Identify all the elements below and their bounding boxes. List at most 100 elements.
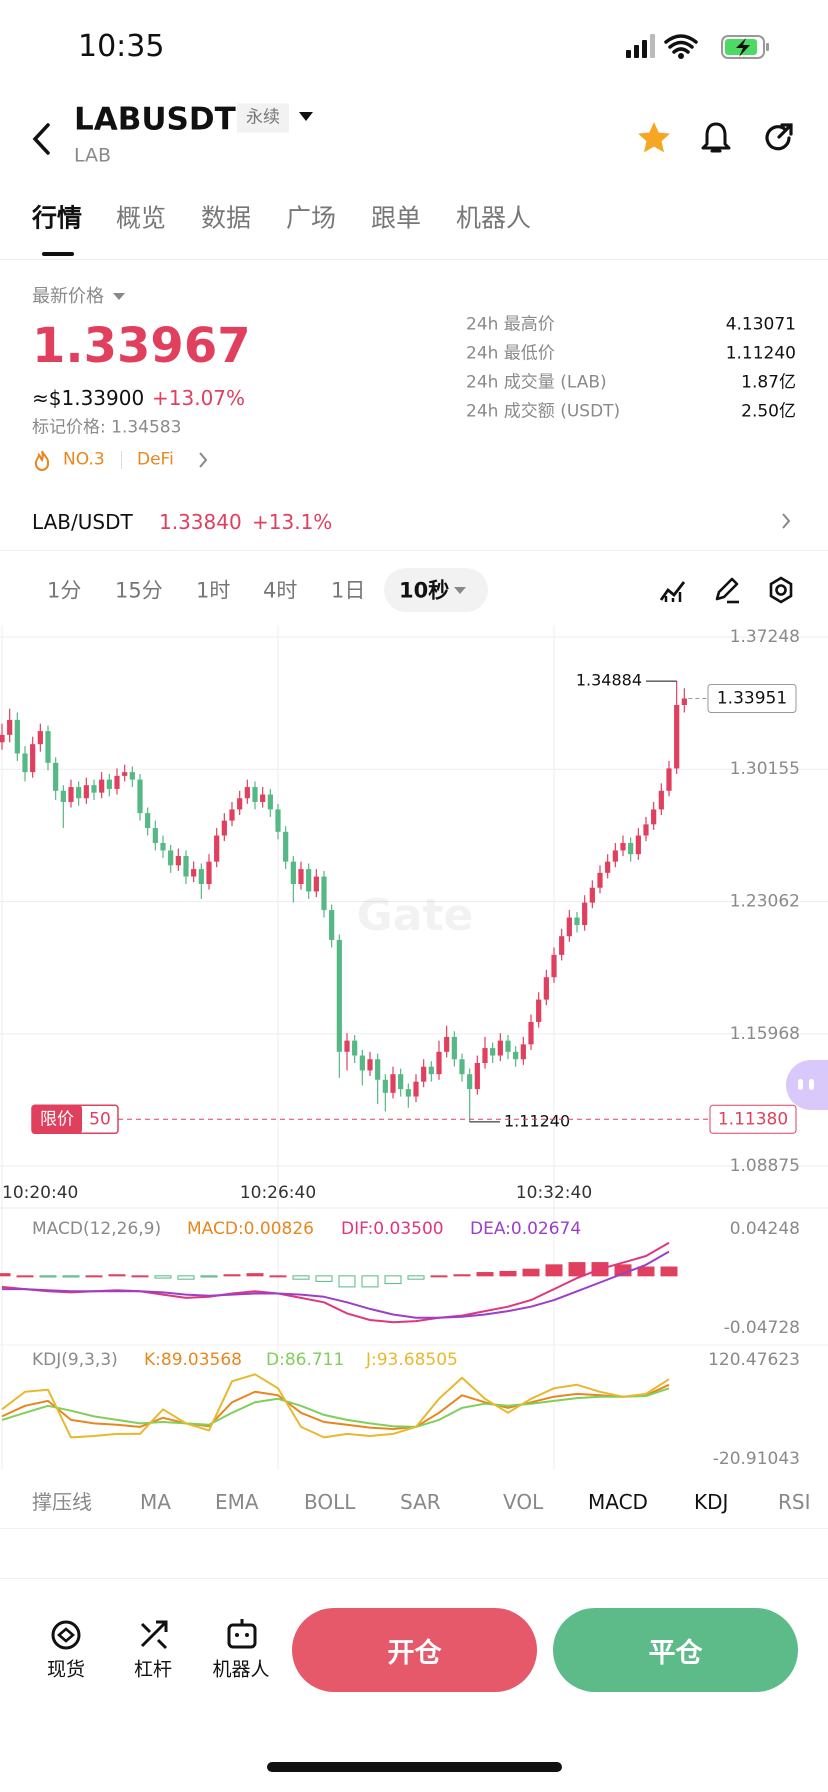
interval[interactable]: 1日 (331, 578, 366, 603)
nav-label[interactable]: 现货 (46, 1658, 86, 1681)
candle-body (505, 1040, 511, 1052)
stat-label: 24h 成交额 (USDT) (466, 401, 621, 422)
candle-body (413, 1081, 419, 1097)
candle-body (459, 1059, 465, 1075)
margin-icon[interactable] (136, 1618, 172, 1652)
price-dropdown[interactable] (113, 292, 125, 302)
candle-body (513, 1051, 519, 1060)
y-tick-label: 120.47623 (708, 1350, 800, 1370)
back-button[interactable] (30, 122, 54, 156)
spot-chevron[interactable] (781, 512, 791, 530)
candle-body (658, 790, 664, 810)
histogram-bar (315, 1275, 333, 1282)
stat-value: 2.50亿 (741, 401, 796, 422)
indicator-tab[interactable]: EMA (215, 1490, 259, 1514)
tab[interactable]: 数据 (201, 203, 252, 233)
price-chart[interactable]: 1.37248 1.30155 1.23062 1.15968 1.08875 10:20… (0, 625, 828, 1485)
tab[interactable]: 跟单 (371, 203, 422, 233)
histogram-bar (246, 1273, 264, 1277)
stat-label: 24h 成交量 (LAB) (466, 372, 607, 393)
chart-settings-icon[interactable] (766, 575, 796, 605)
candle-body (612, 850, 618, 862)
share-button[interactable] (762, 121, 796, 155)
candle-body (620, 842, 626, 851)
histogram-bar (453, 1274, 471, 1277)
candle-body (298, 869, 304, 885)
candle-body (666, 768, 672, 791)
sector-tag[interactable]: DeFi (137, 449, 174, 470)
candle-body (252, 787, 258, 802)
y-tick-label: -0.04728 (724, 1318, 800, 1338)
alert-bell[interactable] (700, 120, 732, 156)
nav-label[interactable]: 机器人 (212, 1658, 270, 1681)
indicator-tab[interactable]: SAR (400, 1490, 441, 1514)
candle-body (68, 787, 74, 802)
interval-dropdown[interactable] (454, 586, 466, 596)
indicator-tab[interactable]: RSI (778, 1490, 811, 1514)
candle-body (436, 1051, 442, 1075)
candle-body (60, 790, 66, 802)
candle-body (137, 779, 143, 814)
indicator-line (2, 1250, 670, 1319)
low-marker-label: 1.11240 (504, 1111, 570, 1130)
candle-body (145, 813, 151, 829)
indicator-icon[interactable] (658, 576, 688, 604)
y-tick-label: 1.08875 (730, 1156, 800, 1176)
indicator-readout: D:86.711 (266, 1350, 344, 1370)
nav-label[interactable]: 杠杆 (133, 1658, 173, 1681)
limit-order-quantity: 50 (89, 1109, 111, 1129)
candle-body (160, 842, 166, 851)
interval[interactable]: 10秒 (399, 578, 450, 603)
interval[interactable]: 4时 (263, 578, 298, 603)
symbol-dropdown[interactable] (298, 111, 314, 123)
candle-body (122, 772, 128, 776)
indicator-tab[interactable]: MA (140, 1490, 171, 1514)
candle-body (428, 1066, 434, 1075)
home-indicator (267, 1762, 562, 1772)
y-tick-label: 0.04248 (730, 1219, 800, 1239)
spot-change: +13.1% (252, 510, 333, 534)
candle-body (367, 1059, 373, 1071)
candle-body (229, 809, 235, 821)
candle-body (83, 785, 89, 799)
histogram-bar (39, 1275, 57, 1278)
interval[interactable]: 1时 (196, 578, 231, 603)
favorite-star[interactable] (636, 120, 672, 156)
tab[interactable]: 广场 (286, 203, 337, 233)
interval[interactable]: 1分 (47, 578, 82, 603)
tab[interactable]: 行情 (32, 203, 83, 233)
tab[interactable]: 机器人 (456, 203, 532, 233)
spot-pair[interactable]: LAB/USDT (32, 510, 133, 534)
sector-chevron[interactable] (198, 451, 208, 469)
histogram-bar (522, 1268, 540, 1277)
status-icons (626, 34, 769, 59)
candle-body (275, 809, 281, 832)
candle-body (520, 1044, 526, 1060)
open-position-button[interactable]: 开仓 (292, 1608, 537, 1692)
histogram-bar (361, 1275, 379, 1288)
assistant-bubble[interactable] (786, 1060, 828, 1110)
interval[interactable]: 15分 (115, 578, 163, 603)
histogram-bar (292, 1275, 310, 1280)
candle-body (497, 1040, 503, 1056)
indicator-tab[interactable]: KDJ (694, 1490, 729, 1514)
price-change: +13.07% (152, 386, 246, 410)
x-tick-label: 10:20:40 (2, 1183, 78, 1203)
divider (0, 550, 828, 551)
indicator-tab[interactable]: 撑压线 (32, 1490, 92, 1514)
close-position-button[interactable]: 平仓 (553, 1608, 798, 1692)
candle-body (283, 831, 289, 862)
rank-tag[interactable]: NO.3 (63, 449, 105, 470)
candle-body (574, 917, 580, 926)
tab[interactable]: 概览 (116, 203, 167, 233)
draw-tool-icon[interactable] (712, 576, 742, 604)
indicator-tab[interactable]: MACD (588, 1490, 648, 1514)
candle-body (214, 835, 220, 862)
spot-icon[interactable] (48, 1618, 84, 1652)
indicator-tab[interactable]: VOL (503, 1490, 544, 1514)
y-tick-label: -20.91043 (713, 1449, 800, 1469)
indicator-tab[interactable]: BOLL (304, 1490, 356, 1514)
watermark: Gate (357, 890, 474, 941)
stat-label: 24h 最高价 (466, 314, 555, 335)
bot-icon[interactable] (224, 1616, 260, 1652)
